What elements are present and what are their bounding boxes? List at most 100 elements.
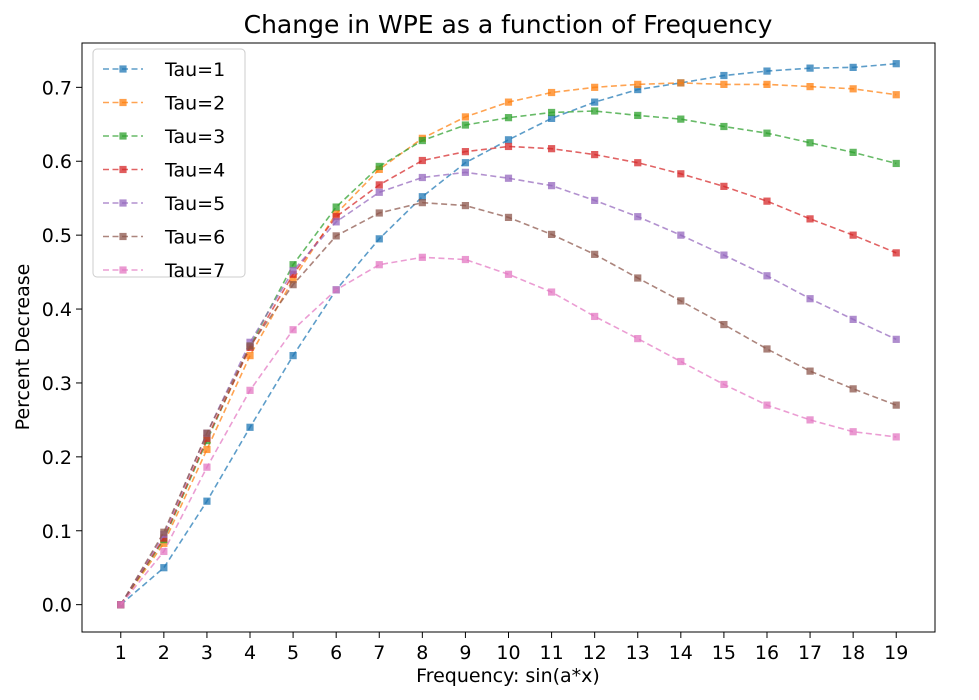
data-point	[332, 213, 340, 221]
legend-label: Tau=2	[164, 93, 225, 115]
data-point	[677, 231, 685, 239]
series-6	[117, 199, 900, 609]
data-point	[720, 71, 728, 80]
data-point	[160, 539, 168, 547]
series-7	[117, 253, 900, 609]
x-tick-label: 4	[244, 642, 256, 664]
data-point	[591, 107, 599, 115]
x-tick-label: 1	[115, 642, 127, 664]
data-point	[289, 326, 297, 334]
y-tick-label: 0.5	[42, 225, 72, 247]
data-point	[720, 251, 728, 259]
x-tick-label: 3	[201, 642, 213, 664]
data-point	[547, 288, 556, 296]
y-tick-label: 0.3	[42, 373, 72, 395]
data-point	[547, 114, 556, 122]
x-tick-label: 7	[373, 642, 385, 664]
data-point	[892, 159, 900, 168]
data-point	[634, 213, 642, 221]
data-point	[461, 148, 470, 156]
x-tick-label: 15	[712, 642, 736, 664]
y-tick-label: 0.4	[42, 299, 72, 321]
data-point	[677, 357, 685, 366]
data-point	[677, 115, 685, 123]
data-point	[504, 213, 513, 222]
data-point	[547, 88, 556, 97]
data-point	[634, 80, 642, 88]
y-axis-ticks: 0.0 0.1 0.2 0.3 0.4 0.5 0.6 0.7	[42, 77, 82, 617]
data-point	[375, 261, 383, 269]
series-layer	[117, 60, 900, 609]
data-point	[246, 386, 254, 394]
x-tick-label: 5	[287, 642, 299, 664]
data-point	[892, 91, 900, 99]
y-tick-label: 0.6	[42, 151, 72, 173]
data-point	[160, 547, 168, 556]
x-tick-label: 6	[330, 642, 342, 664]
data-point	[160, 564, 168, 572]
data-point	[806, 416, 814, 424]
data-point	[504, 270, 513, 278]
data-point	[806, 295, 814, 303]
data-point	[504, 174, 513, 182]
data-point	[720, 122, 728, 131]
data-point	[461, 113, 470, 121]
data-point	[203, 429, 211, 437]
data-point	[375, 162, 383, 171]
data-point	[849, 63, 857, 71]
data-point	[849, 315, 857, 323]
data-point	[806, 215, 814, 223]
legend-marker	[119, 165, 127, 174]
y-axis-label: Percent Decrease	[12, 264, 34, 431]
data-point	[634, 159, 642, 167]
data-point	[332, 286, 340, 294]
data-point	[547, 145, 556, 153]
data-point	[504, 136, 513, 144]
data-point	[849, 231, 857, 239]
data-point	[418, 193, 426, 201]
data-point	[634, 274, 642, 282]
data-point	[461, 121, 470, 129]
data-point	[289, 281, 297, 289]
data-point	[763, 67, 771, 75]
x-tick-label: 17	[798, 642, 822, 664]
data-point	[806, 139, 814, 147]
legend-item: Tau=6	[103, 227, 225, 249]
data-point	[203, 434, 211, 442]
legend-box	[92, 48, 246, 278]
data-point	[634, 85, 642, 94]
legend-label: Tau=5	[164, 193, 225, 215]
y-tick-label: 0.7	[42, 77, 72, 99]
data-point	[806, 367, 814, 375]
x-tick-label: 12	[583, 642, 607, 664]
legend-item: Tau=4	[103, 160, 225, 182]
legend-label: Tau=3	[164, 126, 225, 148]
data-point	[375, 188, 383, 196]
data-point	[332, 232, 340, 240]
data-point	[160, 528, 168, 536]
data-point	[763, 80, 771, 88]
y-tick-label: 0.0	[42, 595, 72, 617]
x-tick-label: 19	[884, 642, 908, 664]
x-axis-ticks: 1 2 3 4 5 6 7 8 9 10 11 12 13 14 15 16 17 18 19	[115, 632, 908, 664]
data-point	[763, 345, 771, 353]
data-point	[375, 235, 383, 243]
data-point	[418, 173, 426, 182]
data-point	[504, 98, 513, 106]
data-point	[547, 108, 556, 117]
legend-marker	[119, 65, 127, 73]
data-point	[763, 401, 771, 409]
legend-item: Tau=3	[103, 126, 225, 148]
data-point	[504, 114, 513, 122]
data-point	[246, 338, 254, 346]
legend-item: Tau=1	[103, 59, 225, 81]
data-point	[720, 80, 728, 88]
series-line	[120, 256, 897, 606]
data-point	[806, 83, 814, 91]
y-tick-label: 0.2	[42, 447, 72, 469]
data-point	[289, 275, 297, 284]
data-point	[591, 98, 599, 106]
data-point	[289, 270, 297, 278]
legend-item: Tau=5	[103, 193, 225, 215]
